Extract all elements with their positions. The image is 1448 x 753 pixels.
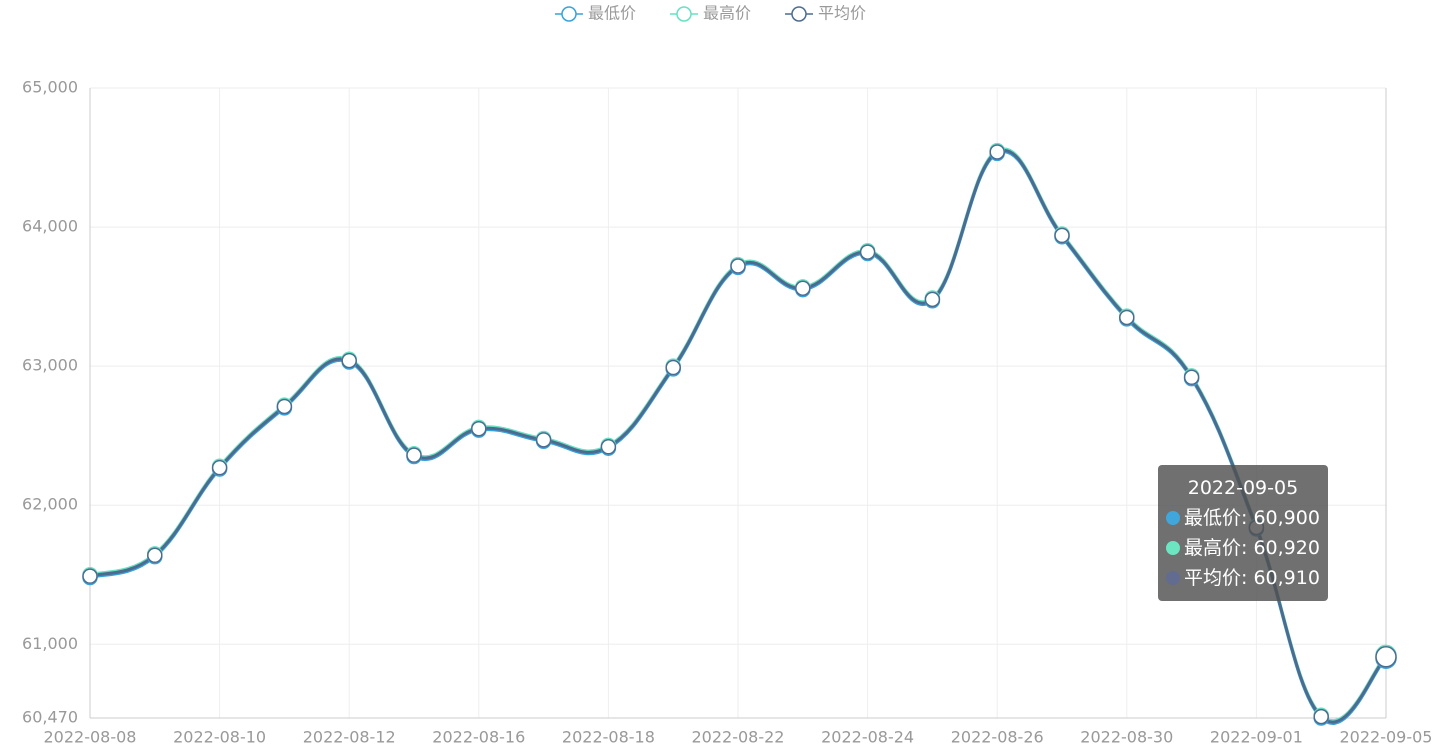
legend-label: 最高价 — [703, 4, 751, 23]
data-point — [276, 398, 293, 415]
y-tick-label: 65,000 — [22, 78, 78, 97]
tooltip: 2022-09-05 最低价: 60,900 最高价: 60,920 平均价: 60… — [1158, 465, 1328, 601]
data-point — [795, 280, 811, 297]
legend-label: 平均价 — [818, 4, 866, 23]
y-tick-label: 60,470 — [22, 708, 78, 727]
data-point — [535, 432, 552, 448]
tooltip-row: 最高价: 60,920 — [1166, 533, 1320, 563]
data-point — [989, 144, 1005, 160]
x-tick-label: 2022-08-26 — [951, 728, 1044, 747]
tooltip-text: 最高价: 60,920 — [1184, 537, 1320, 559]
y-tick-label: 62,000 — [22, 495, 78, 514]
y-tick-label: 63,000 — [22, 356, 78, 375]
data-point — [859, 244, 876, 260]
data-point — [1313, 708, 1329, 725]
data-point — [147, 547, 163, 564]
data-point — [341, 352, 357, 369]
x-tick-label: 2022-08-30 — [1080, 728, 1173, 747]
data-point — [1183, 369, 1200, 386]
x-tick-label: 2022-09-01 — [1210, 728, 1303, 747]
x-tick-label: 2022-09-05 — [1340, 728, 1433, 747]
y-tick-label: 64,000 — [22, 217, 78, 236]
legend-icon — [791, 6, 807, 22]
x-tick-label: 2022-08-16 — [432, 728, 525, 747]
y-tick-label: 61,000 — [22, 634, 78, 653]
x-tick-label: 2022-08-22 — [692, 728, 785, 747]
series-line — [89, 148, 1388, 724]
x-tick-label: 2022-08-24 — [821, 728, 914, 747]
x-tick-label: 2022-08-18 — [562, 728, 655, 747]
data-point — [211, 459, 228, 476]
legend-label: 最低价 — [588, 4, 636, 23]
data-point — [82, 568, 98, 584]
x-tick-label: 2022-08-12 — [303, 728, 396, 747]
data-point — [1054, 227, 1070, 244]
x-tick-label: 2022-08-08 — [44, 728, 137, 747]
tooltip-dot — [1166, 511, 1180, 525]
tooltip-row: 平均价: 60,910 — [1166, 563, 1320, 593]
x-tick-label: 2022-08-10 — [173, 728, 266, 747]
data-point — [730, 258, 746, 274]
data-point — [1119, 309, 1135, 326]
tooltip-title: 2022-09-05 — [1187, 477, 1299, 499]
tooltip-text: 平均价: 60,910 — [1184, 567, 1320, 589]
tooltip-row: 最低价: 60,900 — [1166, 503, 1320, 533]
data-point — [924, 291, 941, 308]
data-point — [406, 447, 422, 463]
tooltip-dot — [1166, 571, 1180, 585]
data-point — [600, 439, 617, 455]
legend-icon — [676, 6, 692, 22]
data-point — [471, 420, 487, 437]
data-point — [665, 359, 681, 376]
legend-icon — [561, 6, 577, 22]
data-point — [1375, 646, 1397, 668]
tooltip-dot — [1166, 541, 1180, 555]
tooltip-text: 最低价: 60,900 — [1184, 507, 1320, 529]
